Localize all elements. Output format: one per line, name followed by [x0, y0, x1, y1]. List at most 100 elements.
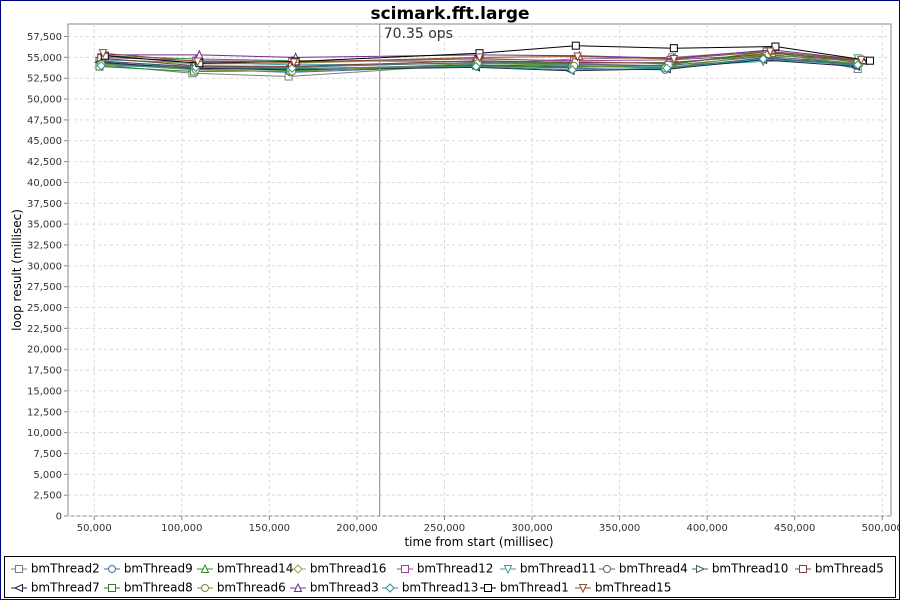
legend-label: bmThread11: [516, 561, 597, 576]
legend-marker: [293, 582, 303, 592]
legend-symbol-icon: [11, 583, 27, 592]
legend-symbol-icon: [500, 564, 516, 574]
legend-label: bmThread4: [615, 561, 688, 576]
legend-item: bmThread6: [197, 579, 286, 595]
series-line: [101, 53, 860, 73]
legend-symbol-icon: [575, 583, 591, 593]
data-point: [289, 58, 299, 68]
legend-label: bmThread15: [591, 580, 672, 595]
y-tick-label: 12,500: [27, 407, 62, 418]
legend-marker: [108, 564, 116, 573]
legend-symbol-icon: [11, 564, 27, 573]
legend-item: bmThread13: [382, 579, 478, 595]
y-tick-label: 7,500: [33, 449, 62, 460]
legend-item: bmThread11: [500, 560, 596, 576]
data-point: [573, 52, 582, 62]
y-tick-label: 30,000: [27, 261, 62, 272]
data-point: [765, 47, 775, 57]
legend-item: bmThread12: [397, 560, 493, 576]
legend-label: bmThread3: [306, 580, 379, 595]
legend-symbol-icon: [104, 564, 120, 573]
y-tick-label: 0: [56, 512, 62, 523]
legend: bmThread2 bmThread9 bmThread14 bmThread1…: [4, 556, 896, 598]
annotation-label: 70.35 ops: [384, 26, 453, 42]
legend-marker: [484, 583, 492, 592]
legend-label: bmThread1: [496, 580, 569, 595]
legend-marker: [201, 583, 209, 592]
y-tick-label: 55,000: [27, 53, 62, 64]
data-point: [853, 60, 863, 70]
legend-symbol-icon: [197, 583, 213, 592]
data-point: [856, 55, 866, 66]
series-line: [102, 50, 862, 63]
data-point: [865, 56, 874, 65]
legend-marker: [13, 583, 23, 592]
legend-label: bmThread8: [120, 580, 193, 595]
y-tick-label: 2,500: [33, 491, 62, 502]
y-tick-label: 15,000: [27, 386, 62, 397]
legend-label: bmThread14: [213, 561, 294, 576]
x-axis-label: time from start (millisec): [404, 535, 553, 549]
y-tick-label: 25,000: [27, 303, 62, 314]
legend-item: bmThread2: [11, 560, 100, 576]
chart-plot: scimark.fft.large 0 2,500 5,000 7,500 10,000…: [10, 4, 900, 549]
legend-marker: [15, 564, 23, 573]
data-point: [571, 41, 580, 50]
y-tick-label: 40,000: [27, 178, 62, 189]
legend-item: bmThread1: [480, 579, 569, 595]
x-tick-label: 100,000: [161, 523, 202, 534]
legend-marker: [401, 564, 409, 573]
legend-symbol-icon: [599, 564, 615, 573]
legend-label: bmThread5: [811, 561, 884, 576]
data-point: [471, 61, 481, 72]
y-tick-label: 5,000: [33, 470, 62, 481]
y-tick-label: 32,500: [27, 240, 62, 251]
series-line: [101, 52, 865, 68]
legend-symbol-icon: [480, 583, 496, 592]
legend-marker: [503, 564, 513, 574]
data-point: [567, 65, 578, 75]
y-tick-label: 10,000: [27, 428, 62, 439]
data-point: [669, 55, 679, 65]
x-tick-label: 200,000: [336, 523, 377, 534]
y-tick-label: 27,500: [27, 282, 62, 293]
data-point: [771, 42, 780, 51]
legend-item: bmThread14: [197, 560, 293, 576]
chart-title: scimark.fft.large: [370, 4, 529, 24]
legend-label: bmThread9: [120, 561, 193, 576]
data-point: [193, 57, 202, 67]
legend-symbol-icon: [397, 564, 413, 573]
y-tick-label: 42,500: [27, 157, 62, 168]
data-point: [96, 60, 106, 71]
legend-symbol-icon: [104, 583, 120, 592]
x-tick-label: 250,000: [424, 523, 465, 534]
legend-marker: [200, 563, 210, 573]
legend-symbol-icon: [290, 582, 306, 592]
legend-symbol-icon: [197, 563, 213, 573]
y-tick-label: 35,000: [27, 220, 62, 231]
legend-label: bmThread12: [413, 561, 494, 576]
x-tick-label: 350,000: [599, 523, 640, 534]
legend-label: bmThread10: [708, 561, 789, 576]
y-tick-label: 20,000: [27, 345, 62, 356]
legend-item: bmThread8: [104, 579, 193, 595]
series-bmThread15: [98, 47, 866, 68]
grid-lines: [68, 24, 891, 517]
legend-marker: [578, 583, 588, 593]
legend-item: bmThread7: [11, 579, 100, 595]
legend-label: bmThread2: [27, 561, 100, 576]
legend-item: bmThread4: [599, 560, 688, 576]
plot-area: [67, 23, 892, 517]
annotation-group: 70.35 ops: [379, 24, 453, 516]
x-tick-label: 300,000: [511, 523, 552, 534]
legend-label: bmThread6: [213, 580, 286, 595]
legend-symbol-icon: [795, 564, 811, 573]
series-group: [94, 41, 874, 81]
y-tick-label: 37,500: [27, 199, 62, 210]
y-tick-label: 22,500: [27, 324, 62, 335]
legend-marker: [293, 563, 303, 574]
axes: 0 2,500 5,000 7,500 10,000 12,500 15,000 17,500…: [27, 32, 900, 534]
legend-marker: [696, 564, 706, 573]
data-point: [98, 49, 108, 59]
legend-symbol-icon: [692, 564, 708, 573]
